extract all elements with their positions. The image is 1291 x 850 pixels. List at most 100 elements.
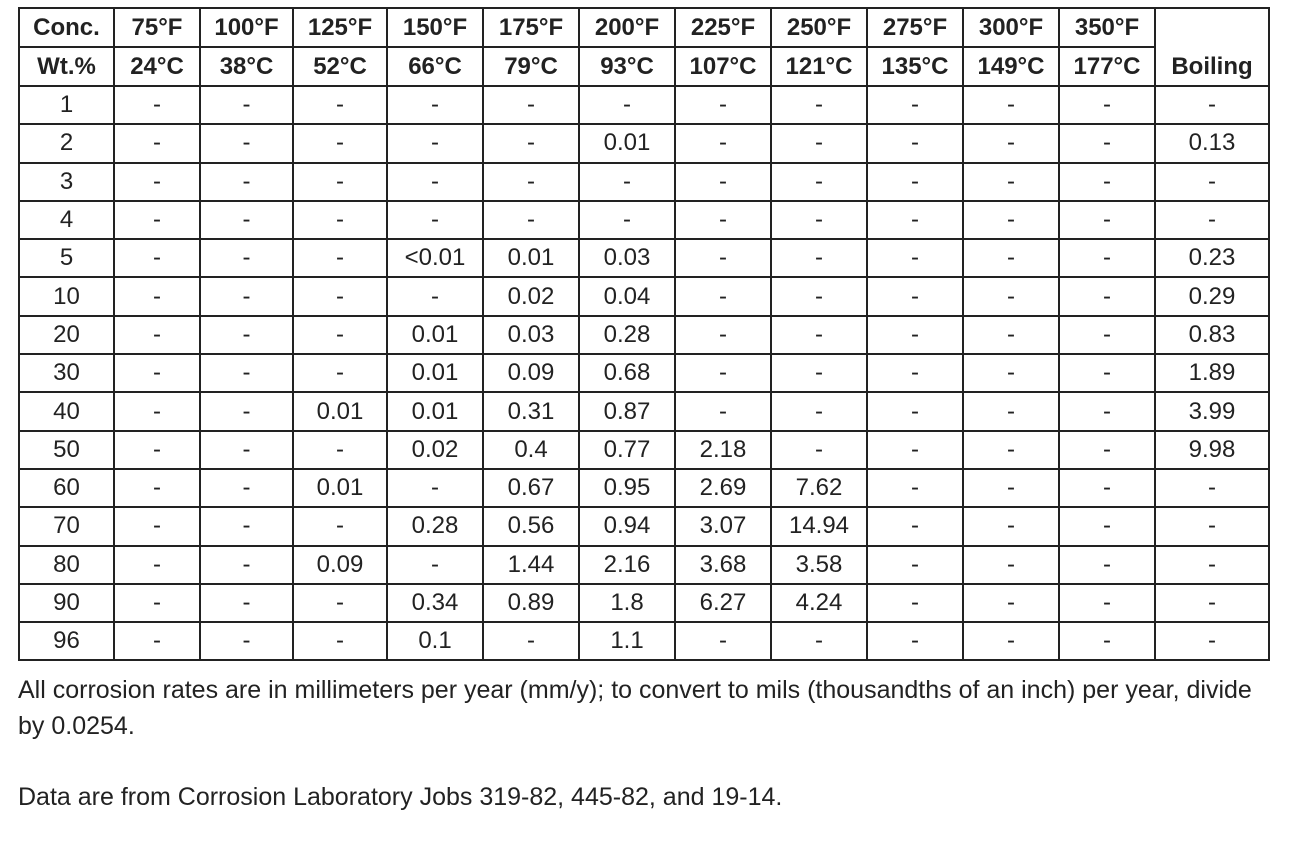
table-cell: - [866, 314, 964, 356]
table-cell: 0.01 [578, 123, 676, 164]
table-cell: 0.56 [482, 506, 580, 547]
corrosion-table: Conc. 75°F 100°F 125°F 150°F 175°F 200°F 225°F 2… [18, 7, 1270, 662]
header-cell: 75°F [113, 7, 201, 48]
table-cell: - [674, 238, 772, 279]
table-cell: - [199, 353, 294, 394]
table-cell: - [1154, 506, 1270, 547]
header-cell: 121°C [770, 46, 868, 87]
table-cell: 0.01 [386, 353, 484, 394]
table-cell: - [1058, 467, 1156, 509]
table-cell: - [866, 123, 964, 164]
table-cell: - [386, 161, 484, 202]
table-cell: 0.31 [482, 391, 580, 432]
table-cell: - [1058, 544, 1156, 585]
table-cell: - [866, 276, 964, 317]
header-cell: 250°F [770, 7, 868, 48]
table-cell: 0.01 [292, 391, 388, 432]
table-cell: - [962, 238, 1060, 279]
table-cell: - [292, 314, 388, 356]
table-cell: - [1058, 506, 1156, 547]
table-row: 40- -0.01 0.01 0.31 0.87- - - - -3.99 [18, 391, 1270, 432]
header-cell: 225°F [674, 7, 772, 48]
table-cell: - [1154, 544, 1270, 585]
header-cell: 200°F [578, 7, 676, 48]
header-row: Wt.% 24°C 38°C 52°C 66°C 79°C 93°C 107°C 121°C 13… [18, 46, 1269, 87]
table-cell: - [866, 467, 964, 509]
table-cell: 0.94 [578, 506, 676, 547]
table-row: 4------------ [18, 199, 1270, 241]
table-cell: 20 [18, 314, 115, 356]
table-cell: - [674, 84, 772, 126]
table-cell: - [199, 391, 294, 432]
table-cell: - [962, 161, 1060, 202]
table-cell: - [199, 314, 294, 356]
table-cell: 4.24 [770, 582, 868, 624]
header-cell: 125°F [292, 7, 388, 48]
table-cell: 3.68 [674, 544, 772, 585]
table-cell: 0.01 [386, 391, 484, 432]
table-cell: - [113, 621, 201, 662]
header-cell: 275°F [866, 7, 964, 48]
table-cell: - [199, 276, 294, 317]
table-cell: 0.29 [1154, 276, 1270, 317]
table-cell: - [866, 429, 964, 470]
table-cell: - [962, 621, 1060, 662]
table-cell: - [866, 161, 964, 202]
table-cell: 0.02 [482, 276, 580, 317]
table-cell: - [1058, 353, 1156, 394]
table-cell: - [674, 391, 772, 432]
table-cell: - [1154, 467, 1270, 509]
table-row: 2- - - - -0.01- - - - -0.13 [18, 123, 1270, 164]
table-cell: - [770, 314, 868, 356]
table-cell: - [578, 199, 676, 241]
table-cell: - [1058, 391, 1156, 432]
table-cell: - [292, 84, 388, 126]
table-cell: - [199, 161, 294, 202]
table-cell: - [386, 544, 484, 585]
header-cell: 79°C [482, 46, 580, 87]
table-cell: - [962, 506, 1060, 547]
table-cell: - [674, 314, 772, 356]
table-cell: - [113, 429, 201, 470]
header-cell: 93°C [578, 46, 676, 87]
table-cell: 1.8 [578, 582, 676, 624]
table-cell: - [292, 353, 388, 394]
table-cell: 80 [18, 544, 115, 585]
table-cell: - [866, 582, 964, 624]
table-cell: 2.69 [674, 467, 772, 509]
table-cell: 0.03 [482, 314, 580, 356]
table-cell: 2.18 [674, 429, 772, 470]
table-cell: - [1058, 84, 1156, 126]
table-cell: 2 [18, 123, 115, 164]
table-cell: 14.94 [770, 506, 868, 547]
header-cell: 38°C [199, 46, 294, 87]
table-cell: 0.09 [292, 544, 388, 585]
table-cell: - [386, 123, 484, 164]
table-cell: 1.1 [578, 621, 676, 662]
header-cell: Wt.% [18, 46, 115, 87]
table-cell: - [292, 621, 388, 662]
table-cell: - [770, 621, 868, 662]
table-cell: - [962, 391, 1060, 432]
table-cell: 96 [18, 621, 115, 662]
table-cell: 0.04 [578, 276, 676, 317]
table-cell: - [199, 467, 294, 509]
table-cell: 90 [18, 582, 115, 624]
table-cell: 6.27 [674, 582, 772, 624]
table-cell: - [386, 199, 484, 241]
table-cell: - [962, 467, 1060, 509]
table-cell: - [292, 506, 388, 547]
table-cell: 60 [18, 467, 115, 509]
table-cell: 30 [18, 353, 115, 394]
table-cell: 0.02 [386, 429, 484, 470]
table-cell: - [113, 199, 201, 241]
table-cell: - [292, 276, 388, 317]
header-cell: 350°F [1058, 7, 1156, 48]
table-cell: - [199, 429, 294, 470]
table-cell: 0.03 [578, 238, 676, 279]
table-cell: 50 [18, 429, 115, 470]
table-header: Conc. 75°F 100°F 125°F 150°F 175°F 200°F 225°F 2… [18, 7, 1270, 87]
table-cell: - [1154, 161, 1270, 202]
table-cell: 1 [18, 84, 115, 126]
table-cell: - [770, 276, 868, 317]
